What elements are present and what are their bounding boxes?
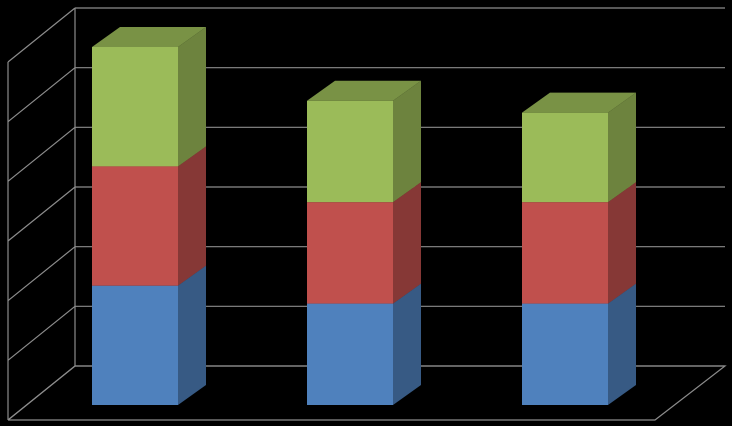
bar: [522, 112, 608, 203]
grid-line: [7, 365, 76, 421]
grid-line: [7, 305, 76, 361]
bar: [92, 285, 178, 405]
bar: [522, 202, 608, 304]
bar-side: [393, 283, 421, 405]
bar-side: [178, 265, 206, 405]
bar-side: [178, 146, 206, 286]
bar-top: [92, 27, 206, 47]
bar-side: [608, 283, 636, 405]
bar: [307, 100, 393, 203]
bar-side: [178, 27, 206, 167]
grid-line: [7, 7, 76, 63]
grid-line: [7, 186, 76, 242]
bar-top: [522, 92, 636, 113]
bar: [92, 47, 178, 167]
bar: [522, 303, 608, 405]
bar: [307, 303, 393, 405]
grid-line: [7, 246, 76, 302]
bar-top: [307, 80, 421, 101]
grid-line: [7, 126, 76, 182]
bar: [307, 202, 393, 304]
bar-side: [608, 92, 636, 203]
bar-side: [393, 182, 421, 304]
grid-line: [7, 67, 76, 123]
bar: [92, 166, 178, 286]
bar-side: [608, 182, 636, 304]
bar-side: [393, 80, 421, 203]
